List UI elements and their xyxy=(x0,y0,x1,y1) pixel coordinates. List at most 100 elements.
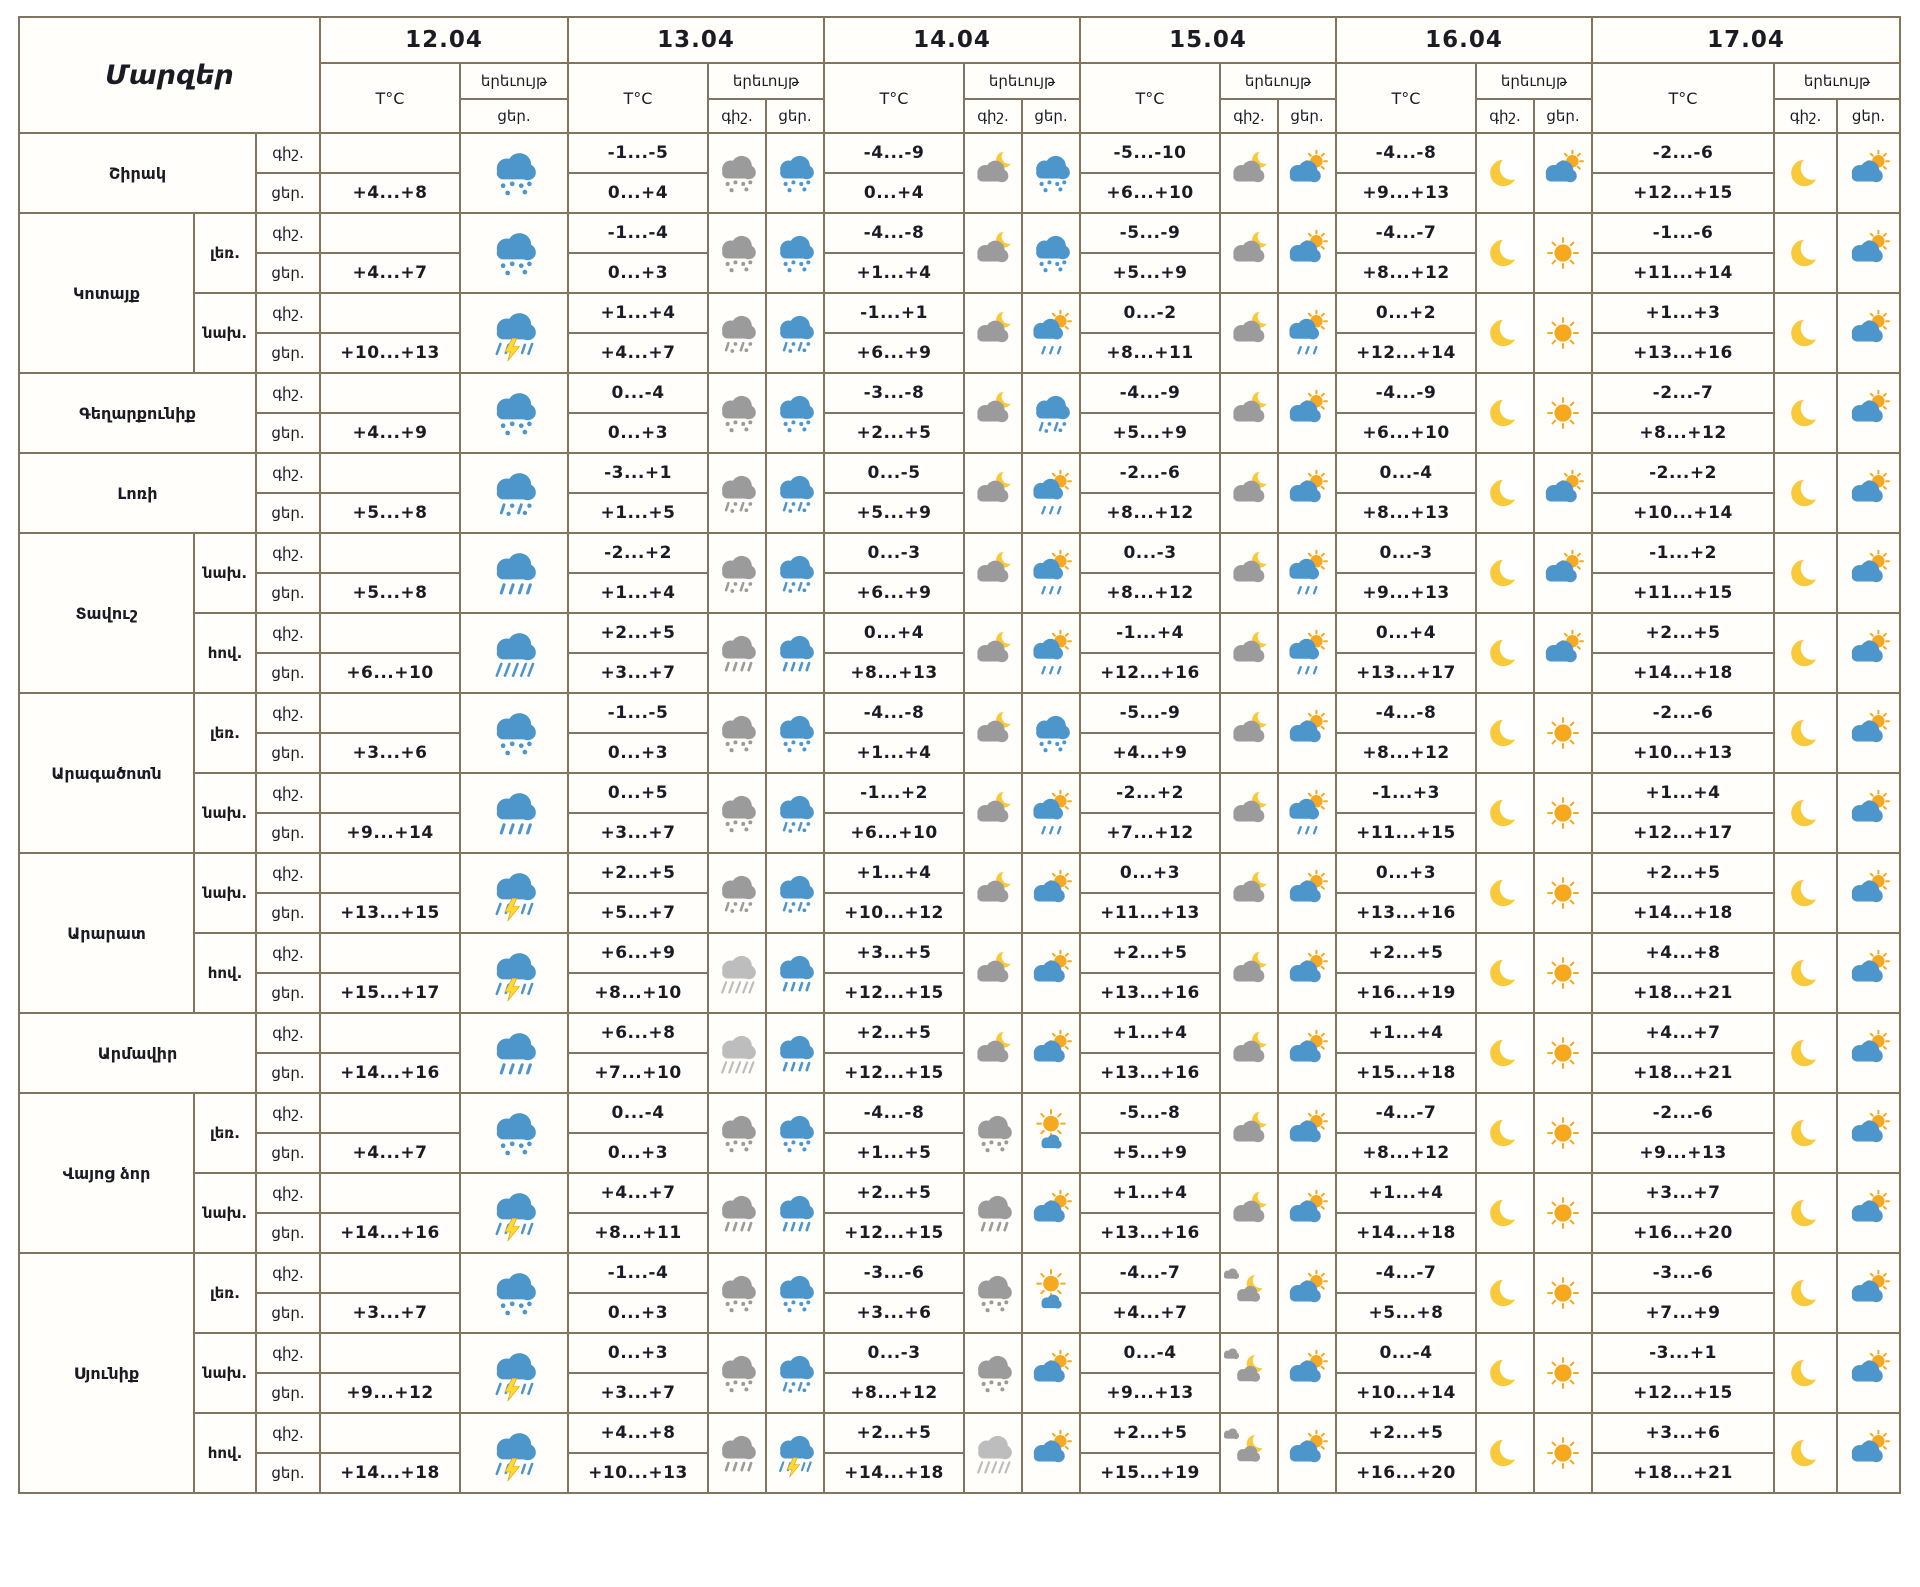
weather-icon-cell xyxy=(1475,852,1535,934)
day-temp: +4...+7 xyxy=(319,252,461,294)
weather-icon-cell xyxy=(1219,532,1279,614)
moon-icon xyxy=(1490,796,1524,827)
weather-icon-cell xyxy=(1475,212,1535,294)
day-temp: +12...+16 xyxy=(1079,652,1221,694)
moon-icon xyxy=(1490,1436,1524,1467)
night-temp xyxy=(319,1012,461,1054)
moon-icon xyxy=(1490,156,1524,187)
weather-icon-cell xyxy=(707,132,767,214)
sun-cloud-rain-icon xyxy=(1033,469,1072,515)
night-temp: -4...-7 xyxy=(1335,1092,1477,1134)
temp-header: T°C xyxy=(1335,62,1477,134)
sun-cloud-icon xyxy=(1545,149,1584,183)
night-temp: -1...+2 xyxy=(1591,532,1775,574)
sun-cloud-icon xyxy=(1851,1269,1890,1303)
snow-gray-icon xyxy=(722,235,756,273)
night-temp: 0...-3 xyxy=(823,532,965,574)
weather-icon-cell xyxy=(1533,1172,1593,1254)
snow-blue-icon xyxy=(780,1115,814,1153)
moon-icon xyxy=(1790,1036,1825,1067)
day-temp: +12...+15 xyxy=(823,1212,965,1254)
snow-gray-icon xyxy=(722,1355,756,1393)
night-row-label: գիշ. xyxy=(255,532,321,574)
date-header: 15.04 xyxy=(1079,16,1337,64)
weather-icon-cell xyxy=(1533,692,1593,774)
night-temp: -5...-10 xyxy=(1079,132,1221,174)
sun-cloud-icon xyxy=(1851,789,1890,823)
weather-icon-cell xyxy=(1533,1092,1593,1174)
rain-blue-icon xyxy=(496,1033,536,1075)
weather-icon-cell xyxy=(1277,1412,1337,1494)
weather-icon-cell xyxy=(1021,1252,1081,1334)
night-row-label: գիշ. xyxy=(255,452,321,494)
night-temp: -1...-5 xyxy=(567,692,709,734)
moon-icon xyxy=(1490,1356,1524,1387)
weather-icon-cell xyxy=(707,1172,767,1254)
night-temp: -2...-7 xyxy=(1591,372,1775,414)
weather-icon-cell xyxy=(459,1412,569,1494)
night-temp xyxy=(319,292,461,334)
sun-cloud-icon xyxy=(1289,1349,1328,1383)
day-temp: +13...+16 xyxy=(1079,1052,1221,1094)
sun-icon xyxy=(1547,1037,1579,1069)
night-temp: -4...-8 xyxy=(1335,132,1477,174)
sun-cloud-icon xyxy=(1851,1189,1890,1223)
day-temp: +4...+9 xyxy=(319,412,461,454)
moon-clouds-icon xyxy=(1224,1348,1269,1382)
day-temp: 0...+3 xyxy=(567,732,709,774)
snow-blue-icon xyxy=(1036,155,1070,193)
weather-icon-cell xyxy=(1219,692,1279,774)
weather-icon-cell xyxy=(963,1412,1023,1494)
temp-header: T°C xyxy=(1591,62,1775,134)
weather-icon-cell xyxy=(1475,1252,1535,1334)
weather-icon-cell xyxy=(1773,1412,1838,1494)
zone-label: նախ. xyxy=(193,532,257,614)
region-name: Վայոց ձոր xyxy=(18,1092,195,1254)
day-temp: +8...+12 xyxy=(1335,732,1477,774)
night-temp: +1...+4 xyxy=(1079,1172,1221,1214)
day-temp: +16...+19 xyxy=(1335,972,1477,1014)
weather-icon-cell xyxy=(1836,772,1901,854)
day-temp: +14...+16 xyxy=(319,1052,461,1094)
night-temp: -4...-7 xyxy=(1335,1252,1477,1294)
weather-forecast-page: Մարզեր 12.04 13.04 14.04 15.04 16.04 17.04 T°C ե… xyxy=(18,16,1901,1494)
sun-cloud-icon xyxy=(1289,1109,1328,1143)
night-row-label: գիշ. xyxy=(255,1092,321,1134)
day-temp: 0...+4 xyxy=(823,172,965,214)
rain-gray-icon xyxy=(722,635,756,672)
regions-header: Մարզեր xyxy=(18,16,321,134)
region-name: Գեղարքունիք xyxy=(18,372,257,454)
snow-blue-icon xyxy=(496,393,536,436)
night-temp: -4...-9 xyxy=(1079,372,1221,414)
weather-icon-cell xyxy=(459,852,569,934)
day-temp: +16...+20 xyxy=(1591,1212,1775,1254)
weather-icon-cell xyxy=(1836,1412,1901,1494)
day-temp: +13...+16 xyxy=(1335,892,1477,934)
sun-cloud-icon xyxy=(1851,1109,1890,1143)
day-temp: +1...+4 xyxy=(823,732,965,774)
weather-icon-cell xyxy=(1475,1172,1535,1254)
phenomenon-header: երեւույթ xyxy=(459,62,569,100)
rain-blue-icon xyxy=(780,1195,814,1232)
weather-icon-cell xyxy=(1533,292,1593,374)
weather-icon-cell xyxy=(459,212,569,294)
rain-lightgray-icon xyxy=(721,1035,756,1074)
weather-icon-cell xyxy=(765,532,825,614)
day-row-label: ցեր. xyxy=(255,1212,321,1254)
day-row-label: ցեր. xyxy=(255,412,321,454)
day-temp: +12...+15 xyxy=(823,972,965,1014)
weather-icon-cell xyxy=(1021,1332,1081,1414)
temp-header: T°C xyxy=(823,62,965,134)
day-temp: +15...+18 xyxy=(1335,1052,1477,1094)
zone-label: հով. xyxy=(193,612,257,694)
weather-icon-cell xyxy=(1219,1172,1279,1254)
weather-icon-cell xyxy=(459,372,569,454)
weather-icon-cell xyxy=(963,1252,1023,1334)
night-temp: -1...-4 xyxy=(567,1252,709,1294)
moon-cloud-icon xyxy=(1233,309,1272,343)
day-temp: 0...+3 xyxy=(567,412,709,454)
weather-icon-cell xyxy=(1773,612,1838,694)
day-temp: +5...+8 xyxy=(1335,1292,1477,1334)
day-temp: +3...+7 xyxy=(319,1292,461,1334)
moon-cloud-icon xyxy=(977,789,1016,823)
